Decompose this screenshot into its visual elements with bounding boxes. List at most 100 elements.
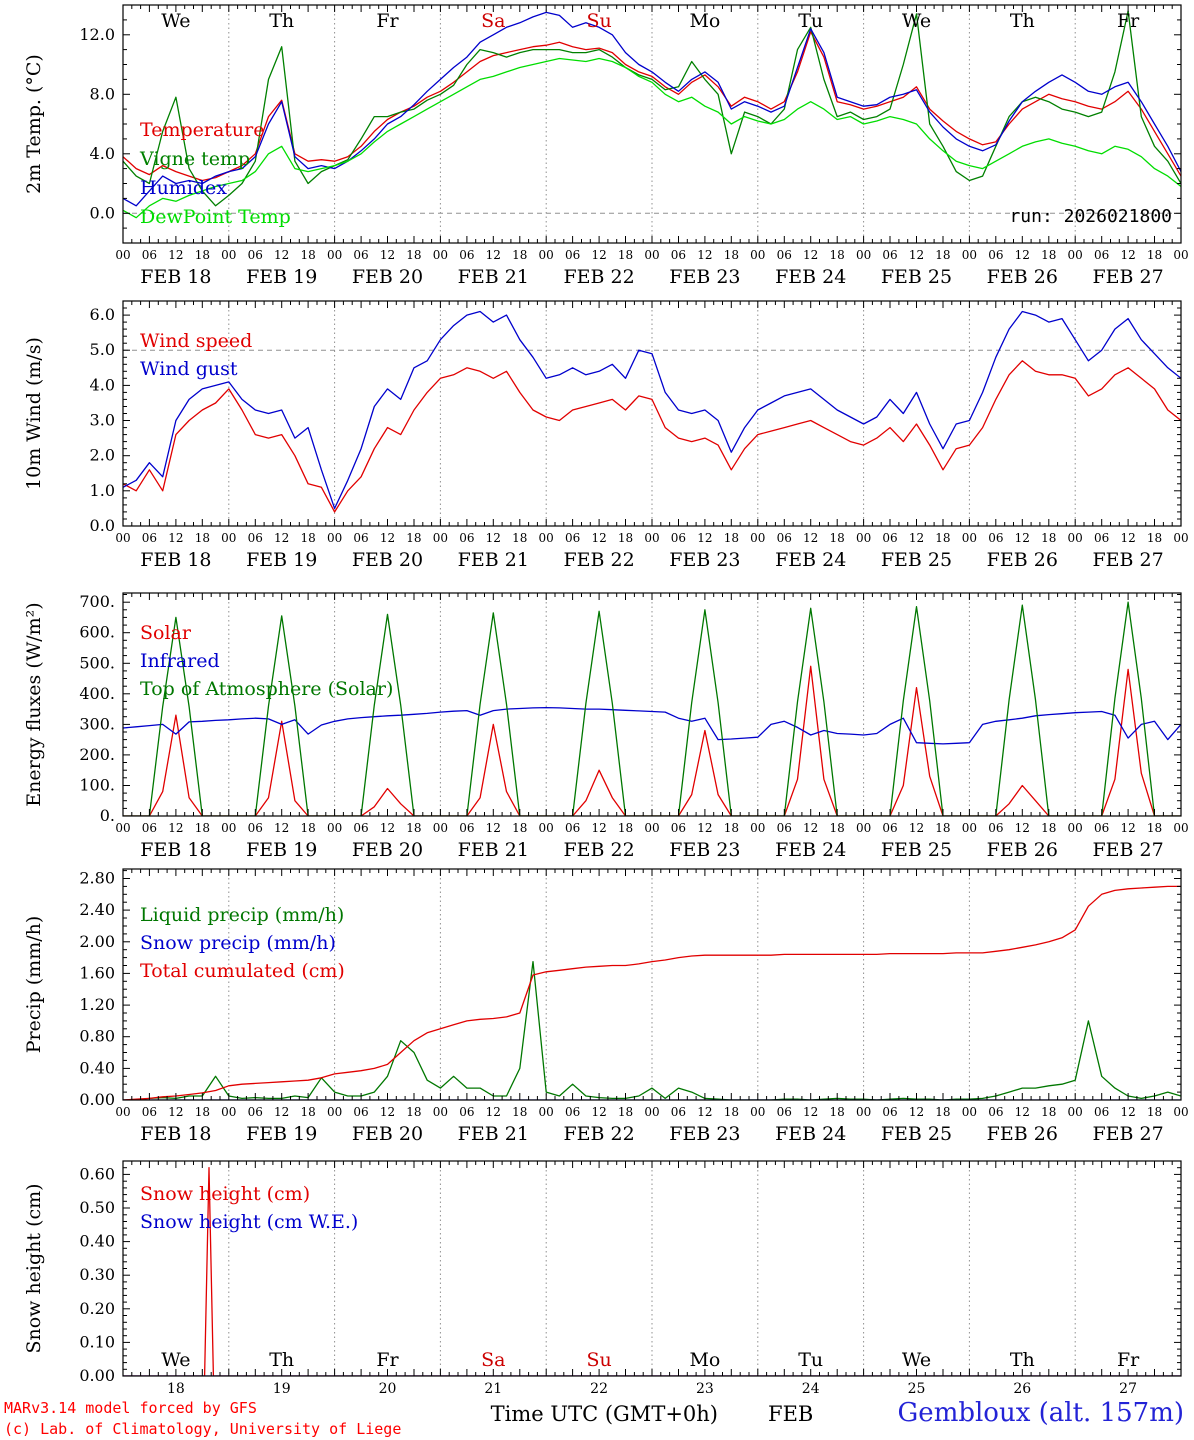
hour-label: 00	[221, 1105, 236, 1119]
weekday-label: Fr	[376, 1349, 399, 1371]
y-tick-label: 0.10	[79, 1332, 115, 1351]
weekday-label: Th	[269, 10, 294, 32]
y-tick-label: 2.80	[79, 868, 115, 887]
panel-energy: 0. 100. 200. 300. 400. 500. 600. 700. 00 06 12 18 00…	[23, 592, 1189, 861]
day-label: FEB 23	[669, 1123, 740, 1145]
hour-label: 00	[327, 1105, 342, 1119]
hour-label: 18	[830, 1105, 845, 1119]
hour-label: 12	[380, 248, 395, 262]
day-label: FEB 25	[881, 1123, 952, 1145]
y-axis-title-precip: Precip (mm/h)	[23, 916, 45, 1054]
hour-label: 06	[882, 821, 897, 835]
hour-label: 18	[618, 821, 633, 835]
hour-label: 12	[1120, 248, 1135, 262]
weekday-label: Tu	[798, 10, 823, 32]
day-label: FEB 21	[458, 1123, 529, 1145]
legend-humidex: Humidex	[140, 177, 227, 199]
hour-label: 12	[168, 248, 183, 262]
weekday-label: We	[902, 10, 931, 32]
y-tick-label: 0.00	[79, 1090, 115, 1109]
y-tick-label: 1.60	[79, 963, 115, 982]
day-label: FEB 19	[246, 1123, 317, 1145]
hour-label: 00	[327, 531, 342, 545]
y-tick-label: 0.30	[79, 1265, 115, 1284]
hour-label: 12	[380, 531, 395, 545]
hour-label: 12	[697, 531, 712, 545]
day-label: FEB 23	[669, 549, 740, 571]
hour-label: 12	[1120, 531, 1135, 545]
legend-solar: Solar	[140, 622, 192, 644]
weekday-label: Tu	[798, 1349, 823, 1371]
hour-label: 00	[1173, 531, 1188, 545]
day-label: FEB 24	[775, 266, 846, 288]
hour-label: 06	[142, 531, 157, 545]
hour-label: 06	[248, 248, 263, 262]
hour-label: 12	[274, 531, 289, 545]
hour-label: 18	[618, 248, 633, 262]
meteogram-chart: 0.04.08.012.000 06 12 18 00 06 12 18 00 06 12 18 00 0…	[23, 4, 1189, 1397]
day-label: FEB 22	[563, 839, 634, 861]
y-tick-label: 4.0	[90, 375, 115, 394]
y-tick-label: 6.0	[90, 305, 115, 324]
day-label: FEB 27	[1092, 1123, 1163, 1145]
day-label: FEB 18	[140, 549, 211, 571]
hour-label: 00	[1068, 248, 1083, 262]
x-axis-title: Time UTC (GMT+0h) FEB	[123, 1402, 1181, 1426]
model-credit: MARv3.14 model forced by GFS (c) Lab. of…	[4, 1398, 401, 1440]
legend-snow-height-cm-: Snow height (cm)	[140, 1183, 310, 1205]
hour-label: 12	[486, 1105, 501, 1119]
y-tick-label: 4.0	[90, 144, 115, 163]
hour-label: 06	[353, 531, 368, 545]
weekday-label: Sa	[481, 1349, 505, 1371]
hour-label: 12	[803, 1105, 818, 1119]
hour-label: 12	[168, 531, 183, 545]
hour-label: 06	[248, 531, 263, 545]
hour-label: 06	[1094, 821, 1109, 835]
y-tick-label: 12.0	[79, 25, 115, 44]
hour-label: 00	[644, 531, 659, 545]
day-label: FEB 21	[458, 839, 529, 861]
day-label: FEB 27	[1092, 549, 1163, 571]
hour-label: 06	[777, 1105, 792, 1119]
hour-label: 00	[750, 531, 765, 545]
hour-label: 06	[988, 531, 1003, 545]
y-axis-title-energy: Energy fluxes (W/m²)	[23, 602, 45, 806]
series-wind-speed	[123, 360, 1181, 513]
day-label: FEB 23	[669, 266, 740, 288]
y-tick-label: 0.0	[90, 203, 115, 222]
day-label: FEB 18	[140, 839, 211, 861]
hour-label: 06	[882, 1105, 897, 1119]
hour-label: 00	[962, 1105, 977, 1119]
day-label: FEB 27	[1092, 839, 1163, 861]
hour-label: 00	[115, 821, 130, 835]
hour-label: 00	[644, 1105, 659, 1119]
series-wind-gust	[123, 310, 1181, 510]
hour-label: 18	[1041, 531, 1056, 545]
day-label: FEB 21	[458, 549, 529, 571]
series-total-cumulated	[123, 885, 1181, 1100]
hour-label: 00	[539, 1105, 554, 1119]
day-number-label: 21	[484, 1381, 502, 1397]
day-label: FEB 18	[140, 266, 211, 288]
hour-label: 18	[195, 531, 210, 545]
hour-label: 06	[565, 1105, 580, 1119]
panel-snow: 0.00 0.10 0.20 0.30 0.40 0.50 0.60 18 19 20 21 22 23…	[23, 1160, 1182, 1397]
weekday-label: Mo	[689, 1349, 720, 1371]
day-number-label: 24	[802, 1381, 820, 1397]
month-label: FEB	[768, 1402, 814, 1426]
hour-label: 00	[433, 531, 448, 545]
hour-label: 00	[539, 531, 554, 545]
hour-label: 06	[671, 821, 686, 835]
hour-label: 00	[221, 248, 236, 262]
y-tick-label: 700.	[79, 592, 115, 611]
hour-label: 12	[274, 1105, 289, 1119]
time-utc-label: Time UTC (GMT+0h)	[490, 1402, 718, 1426]
hour-label: 06	[671, 248, 686, 262]
y-tick-label: 2.0	[90, 446, 115, 465]
hour-label: 12	[909, 821, 924, 835]
hour-label: 06	[671, 1105, 686, 1119]
hour-label: 00	[1068, 821, 1083, 835]
hour-label: 18	[935, 531, 950, 545]
weekday-label: Th	[269, 1349, 294, 1371]
hour-label: 00	[433, 821, 448, 835]
